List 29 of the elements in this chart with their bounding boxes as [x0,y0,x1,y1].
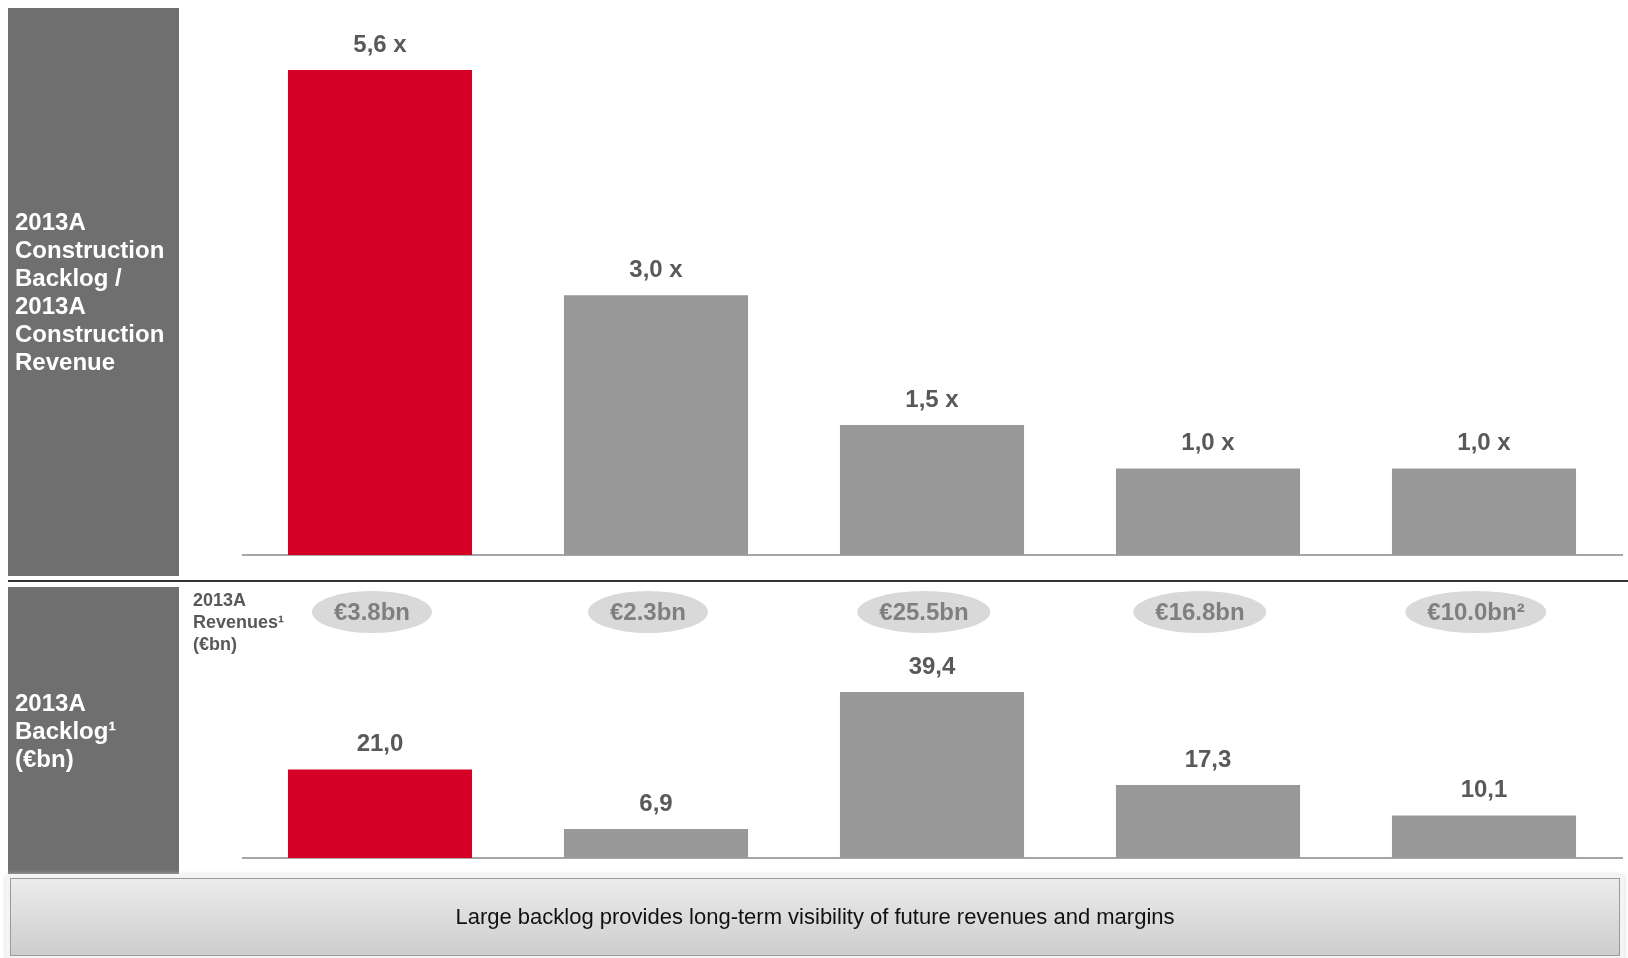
data-label: 3,0 x [629,254,684,282]
text: €25.5bn [879,597,969,627]
text: 2013A Backlog¹ (€bn) [15,688,118,773]
bar [839,425,1025,555]
text: €16.8bn [1155,597,1245,627]
text: €2.3bn [609,597,687,627]
text: 2013A Revenues¹ (€bn) [193,589,286,655]
text: €10.0bn² [1427,597,1525,627]
bar [839,692,1025,858]
data-label: 6,9 [639,788,673,816]
data-label: 21,0 [356,729,404,757]
data-label: 17,3 [1184,744,1232,772]
bar [563,828,749,858]
bar [1115,785,1301,858]
text: €3.8bn [333,597,411,627]
data-label: 1,5 x [905,384,960,412]
text: Large backlog provides long-term visibility of future revenues and margins [455,903,1175,931]
data-label: 1,0 x [1181,428,1236,456]
data-label: 1,0 x [1457,428,1512,456]
bar [1391,468,1577,555]
bar [563,295,749,555]
data-label: 5,6 x [353,29,408,57]
data-label: 39,4 [908,651,956,679]
bar [287,769,473,858]
bar [1391,815,1577,858]
bar [287,70,473,555]
bar [1115,468,1301,555]
data-label: 10,1 [1460,775,1508,803]
text: 2013A Construction Backlog / 2013A Construction Revenue [15,208,166,376]
